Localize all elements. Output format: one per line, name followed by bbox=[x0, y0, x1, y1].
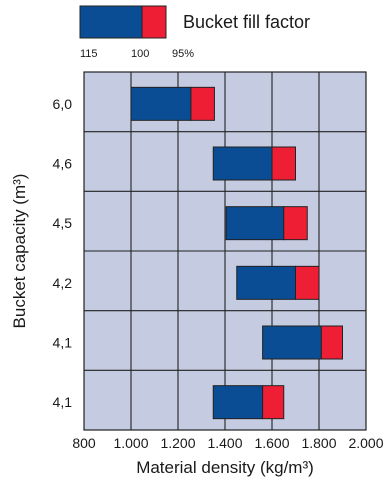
bar-segment-115-100 bbox=[262, 325, 322, 360]
x-axis-title: Material density (kg/m³) bbox=[136, 458, 314, 477]
x-tick-label: 1.200 bbox=[160, 435, 195, 451]
bar-segment-115-100 bbox=[225, 206, 285, 241]
bar-segment-115-100 bbox=[212, 385, 264, 420]
x-tick-label: 1.400 bbox=[207, 435, 242, 451]
x-tick-label: 1.000 bbox=[113, 435, 148, 451]
legend-tick-95: 95% bbox=[172, 48, 194, 60]
legend-title: Bucket fill factor bbox=[183, 12, 310, 32]
legend-swatch-red bbox=[141, 5, 167, 39]
bars bbox=[130, 86, 344, 420]
bar-segment-100-95 bbox=[190, 86, 215, 121]
y-tick-label: 4,6 bbox=[53, 156, 73, 172]
bar-segment-100-95 bbox=[271, 146, 296, 181]
y-tick-label: 6,0 bbox=[53, 96, 73, 112]
x-tick-label: 1.800 bbox=[301, 435, 336, 451]
bar-segment-115-100 bbox=[130, 86, 192, 121]
legend-tick-100: 100 bbox=[131, 48, 149, 60]
grid bbox=[84, 72, 366, 430]
legend-swatch-blue bbox=[79, 5, 143, 39]
x-tick-label: 2.000 bbox=[348, 435, 383, 451]
y-tick-label: 4,1 bbox=[53, 335, 73, 351]
legend-tick-115: 115 bbox=[80, 48, 98, 60]
y-axis-title: Bucket capacity (m³) bbox=[10, 174, 29, 329]
bar-segment-100-95 bbox=[320, 325, 344, 360]
legend: Bucket fill factor 115 100 95% bbox=[79, 5, 310, 60]
y-tick-labels: 6,0 4,6 4,5 4,2 4,1 4,1 bbox=[53, 96, 73, 410]
bar-segment-100-95 bbox=[262, 385, 285, 420]
x-tick-labels: 800 1.000 1.200 1.400 1.600 1.800 2.000 bbox=[72, 435, 383, 451]
x-tick-label: 800 bbox=[72, 435, 96, 451]
bar-segment-100-95 bbox=[283, 206, 308, 241]
y-tick-label: 4,1 bbox=[53, 394, 73, 410]
bar-segment-115-100 bbox=[212, 146, 273, 181]
x-tick-label: 1.600 bbox=[254, 435, 289, 451]
bar-segment-115-100 bbox=[236, 265, 296, 300]
y-tick-label: 4,5 bbox=[53, 215, 73, 231]
plot-frame bbox=[83, 71, 367, 431]
y-tick-label: 4,2 bbox=[53, 275, 73, 291]
bar-segment-100-95 bbox=[295, 265, 320, 300]
